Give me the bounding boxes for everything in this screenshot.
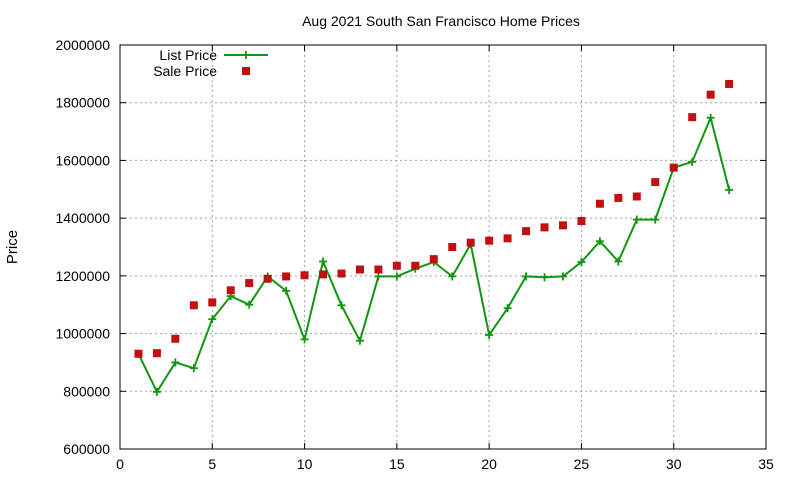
legend-marker-list-price xyxy=(242,51,250,59)
list-price-point xyxy=(282,286,291,295)
grid xyxy=(120,45,766,449)
sale-price-point xyxy=(558,221,567,230)
sale-price-point xyxy=(245,279,254,288)
list-price-point xyxy=(688,157,697,166)
sale-price-point xyxy=(669,163,678,172)
y-axis-label: Price xyxy=(4,230,21,264)
sale-price-point xyxy=(651,178,660,187)
list-price-series xyxy=(134,113,734,396)
list-price-point xyxy=(392,272,401,281)
sale-price-point xyxy=(208,298,217,307)
sale-price-point xyxy=(226,286,235,295)
x-tick-label: 30 xyxy=(666,456,682,472)
sale-price-point xyxy=(337,269,346,278)
sale-price-point xyxy=(355,265,364,274)
list-price-point xyxy=(448,272,457,281)
x-tick-label: 20 xyxy=(481,456,497,472)
legend-label-sale-price: Sale Price xyxy=(153,63,217,79)
list-price-point xyxy=(540,273,549,282)
list-price-line xyxy=(137,114,731,394)
plot-area-frame xyxy=(119,44,767,450)
list-price-point xyxy=(337,301,346,310)
list-price-point xyxy=(651,215,660,224)
sale-price-point xyxy=(319,270,328,279)
list-price-point xyxy=(485,331,494,340)
sale-price-point xyxy=(485,236,494,245)
sale-price-point xyxy=(152,349,161,358)
list-price-point xyxy=(614,257,623,266)
sale-price-point xyxy=(577,217,586,226)
list-price-point xyxy=(300,335,309,344)
sale-price-point xyxy=(466,238,475,247)
sale-price-point xyxy=(540,223,549,232)
sale-price-point xyxy=(171,334,180,343)
list-price-point xyxy=(595,237,604,246)
sale-price-point xyxy=(263,274,272,283)
legend-swatch-sale-price xyxy=(242,67,250,75)
y-tick-label: 1000000 xyxy=(55,326,110,342)
list-price-point xyxy=(208,315,217,324)
chart-title: Aug 2021 South San Francisco Home Prices xyxy=(302,13,580,29)
list-price-point xyxy=(374,272,383,281)
sale-price-point xyxy=(503,234,512,243)
x-tick-label: 15 xyxy=(389,456,405,472)
sale-price-series xyxy=(134,79,734,358)
sale-price-point xyxy=(411,261,420,270)
sale-price-point xyxy=(134,349,143,358)
sale-price-point xyxy=(688,113,697,122)
list-price-point xyxy=(706,113,715,122)
sale-price-point xyxy=(725,79,734,88)
list-price-point xyxy=(189,364,198,373)
sale-price-point xyxy=(189,301,198,310)
list-price-point xyxy=(725,185,734,194)
list-price-point xyxy=(152,387,161,396)
x-tick-label: 10 xyxy=(297,456,313,472)
y-tick-label: 600000 xyxy=(63,441,110,457)
y-tick-label: 1200000 xyxy=(55,268,110,284)
x-tick-label: 35 xyxy=(758,456,774,472)
sale-price-point xyxy=(632,192,641,201)
sale-price-point xyxy=(595,199,604,208)
y-tick-label: 800000 xyxy=(63,383,110,399)
y-tick-label: 1600000 xyxy=(55,152,110,168)
list-price-point xyxy=(355,336,364,345)
sale-price-point xyxy=(282,272,291,281)
list-price-point xyxy=(577,258,586,267)
legend-label-list-price: List Price xyxy=(159,47,217,63)
series-layer xyxy=(134,79,734,396)
list-price-point xyxy=(319,257,328,266)
list-price-point xyxy=(503,304,512,313)
list-price-point xyxy=(245,300,254,309)
sale-price-point xyxy=(614,193,623,202)
sale-price-point xyxy=(374,265,383,274)
axis-ticks: 0 5 10 15 20 25 30 35 600000 800000 1000000 1200000… xyxy=(55,37,774,472)
sale-price-point xyxy=(392,261,401,270)
x-tick-label: 0 xyxy=(116,456,124,472)
sale-price-point xyxy=(300,271,309,280)
sale-price-point xyxy=(522,227,531,236)
y-tick-label: 1800000 xyxy=(55,95,110,111)
list-price-point xyxy=(558,272,567,281)
x-tick-label: 5 xyxy=(208,456,216,472)
list-price-point xyxy=(632,215,641,224)
sale-price-point xyxy=(429,255,438,264)
list-price-point xyxy=(522,272,531,281)
x-tick-label: 25 xyxy=(574,456,590,472)
sale-price-point xyxy=(448,243,457,251)
sale-price-point xyxy=(706,90,715,99)
y-tick-label: 2000000 xyxy=(55,37,110,53)
list-price-point xyxy=(171,358,180,367)
y-tick-label: 1400000 xyxy=(55,210,110,226)
